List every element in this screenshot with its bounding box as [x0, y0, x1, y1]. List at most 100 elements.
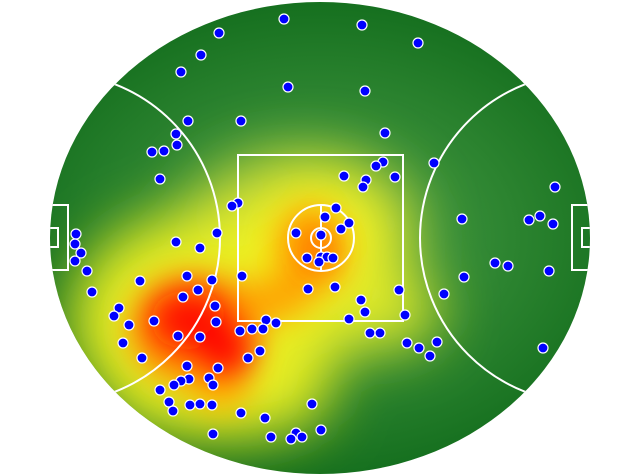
point — [136, 352, 148, 364]
point — [192, 284, 204, 296]
point — [177, 291, 189, 303]
point — [194, 331, 206, 343]
point — [235, 115, 247, 127]
point — [456, 213, 468, 225]
point — [374, 327, 386, 339]
point — [523, 214, 535, 226]
point — [170, 128, 182, 140]
point — [315, 424, 327, 436]
point — [69, 255, 81, 267]
point — [175, 66, 187, 78]
point — [168, 379, 180, 391]
point — [209, 300, 221, 312]
point — [171, 139, 183, 151]
point — [206, 399, 218, 411]
point — [543, 265, 555, 277]
point — [431, 336, 443, 348]
point — [489, 257, 501, 269]
point — [170, 236, 182, 248]
point — [343, 217, 355, 229]
point — [424, 350, 436, 362]
point — [163, 396, 175, 408]
point — [301, 252, 313, 264]
point — [364, 327, 376, 339]
point — [547, 218, 559, 230]
point — [172, 330, 184, 342]
point — [327, 252, 339, 264]
point — [412, 37, 424, 49]
point — [313, 256, 325, 268]
point — [195, 49, 207, 61]
point — [154, 173, 166, 185]
point — [359, 306, 371, 318]
point — [113, 302, 125, 314]
point — [335, 223, 347, 235]
point — [235, 407, 247, 419]
point — [259, 412, 271, 424]
point — [356, 19, 368, 31]
point — [379, 127, 391, 139]
point — [234, 325, 246, 337]
point — [194, 242, 206, 254]
point — [246, 323, 258, 335]
point — [134, 275, 146, 287]
point — [207, 428, 219, 440]
point — [211, 227, 223, 239]
point — [401, 337, 413, 349]
point — [359, 85, 371, 97]
point — [123, 319, 135, 331]
point — [86, 286, 98, 298]
point — [184, 399, 196, 411]
point — [242, 352, 254, 364]
point — [537, 342, 549, 354]
point — [69, 238, 81, 250]
point — [182, 115, 194, 127]
point — [108, 310, 120, 322]
point — [458, 271, 470, 283]
point — [343, 313, 355, 325]
point — [330, 202, 342, 214]
point — [146, 146, 158, 158]
point — [81, 265, 93, 277]
point — [393, 284, 405, 296]
point — [282, 81, 294, 93]
point — [254, 345, 266, 357]
point — [194, 398, 206, 410]
point — [278, 13, 290, 25]
point — [306, 398, 318, 410]
point — [213, 27, 225, 39]
point — [549, 181, 561, 193]
point — [315, 229, 327, 241]
point — [413, 342, 425, 354]
point — [206, 274, 218, 286]
point — [181, 270, 193, 282]
point — [399, 309, 411, 321]
point — [70, 228, 82, 240]
point — [167, 405, 179, 417]
point — [257, 323, 269, 335]
point — [207, 379, 219, 391]
point — [148, 315, 160, 327]
point — [302, 283, 314, 295]
point — [290, 227, 302, 239]
point — [158, 145, 170, 157]
point — [338, 170, 350, 182]
point — [210, 316, 222, 328]
point — [236, 270, 248, 282]
point — [428, 157, 440, 169]
point — [438, 288, 450, 300]
point — [285, 433, 297, 445]
point — [265, 431, 277, 443]
points — [69, 13, 561, 445]
point — [212, 362, 224, 374]
point — [226, 200, 238, 212]
point — [502, 260, 514, 272]
point — [270, 317, 282, 329]
point — [319, 211, 331, 223]
point — [154, 384, 166, 396]
point — [370, 160, 382, 172]
point — [181, 360, 193, 372]
point — [357, 181, 369, 193]
point — [75, 247, 87, 259]
